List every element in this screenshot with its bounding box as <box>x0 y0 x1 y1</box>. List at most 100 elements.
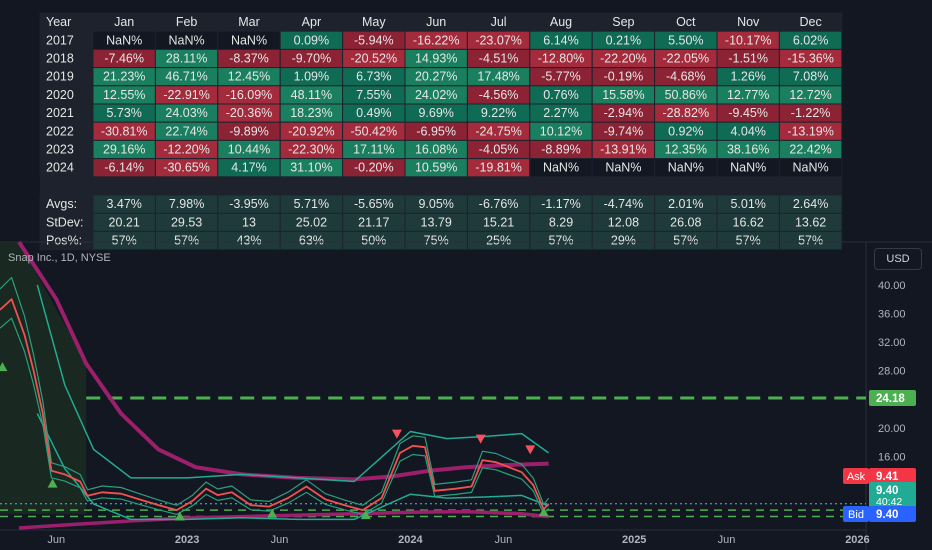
table-cell-text: 2018 <box>46 52 74 66</box>
table-cell-text: -8.89% <box>541 143 581 157</box>
price-tag-value: 24.18 <box>876 393 905 405</box>
upper-channel <box>36 284 550 483</box>
price-tag-value: 9.40 <box>876 509 898 521</box>
table-cell-text: 4.04% <box>730 124 765 138</box>
table-cell-text: 57% <box>174 234 199 248</box>
table-cell-text: -12.20% <box>163 143 210 157</box>
table-cell-text: 17.11% <box>353 143 394 157</box>
time-tick: Jun <box>271 534 289 546</box>
table-cell-text: -22.05% <box>663 52 710 66</box>
table-cell-text: 16.62 <box>733 215 764 229</box>
table-cell-text: -19.81% <box>475 161 522 175</box>
table-cell-text: 5.50% <box>668 33 703 47</box>
table-cell-text: 22.74% <box>165 124 207 138</box>
table-cell-text: -4.05% <box>479 143 519 157</box>
table-cell-text: -13.91% <box>600 143 647 157</box>
price-tick: 16.00 <box>878 452 906 464</box>
table-cell-text: 2019 <box>46 70 74 84</box>
table-cell-text: 20.27% <box>415 70 457 84</box>
table-cell-text: 57% <box>548 234 573 248</box>
purple-upper-band <box>17 240 549 482</box>
table-cell-text: 0.21% <box>606 33 641 47</box>
table-cell-text: -5.65% <box>354 197 394 211</box>
table-cell-text: -9.89% <box>229 124 269 138</box>
symbol-title: Snap Inc., 1D, NYSE <box>8 252 111 264</box>
table-cell-text: -13.19% <box>787 124 834 138</box>
buy-marker <box>174 511 185 521</box>
table-cell <box>778 158 843 178</box>
table-cell-text: 15.58% <box>602 88 644 102</box>
buy-marker <box>538 507 549 517</box>
table-cell-text: 1.26% <box>730 70 765 84</box>
table-cell-text: 14.93% <box>415 52 457 66</box>
table-cell-text: 6.02% <box>793 33 828 47</box>
price-tag-bg <box>869 468 916 484</box>
currency-button[interactable]: USD <box>874 248 922 270</box>
table-cell-text: 0.49% <box>356 106 391 120</box>
table-header: May <box>362 15 386 29</box>
table-cell-text: 7.55% <box>356 88 391 102</box>
table-header: Sep <box>612 15 634 29</box>
table-cell <box>778 230 843 251</box>
table-cell-text: -2.94% <box>604 106 644 120</box>
table-cell-text: 48.11% <box>291 88 332 102</box>
table-cell-text: 50.86% <box>665 88 707 102</box>
table-cell-text: 12.35% <box>665 143 707 157</box>
time-tick: 2024 <box>398 534 423 546</box>
table-cell-text: 0.76% <box>543 88 578 102</box>
table-cell-text: 7.98% <box>169 197 204 211</box>
table-cell-text: -30.81% <box>101 124 148 138</box>
time-tick: Jun <box>47 534 65 546</box>
table-cell-text: -6.95% <box>416 124 456 138</box>
time-tick: Jun <box>718 534 736 546</box>
table-cell-text: 21.23% <box>103 70 145 84</box>
table-header: Dec <box>799 15 821 29</box>
table-cell-text: 24.03% <box>165 106 207 120</box>
lower-channel <box>36 413 549 521</box>
mid-channel <box>0 276 550 506</box>
table-cell-text: -4.74% <box>604 197 644 211</box>
signal-line <box>0 317 550 516</box>
table-cell-text: NaN% <box>730 161 766 175</box>
table-cell-text: -22.91% <box>163 88 210 102</box>
table-cell-text: 12.08 <box>608 215 639 229</box>
purple-lower-band <box>18 509 549 530</box>
table-cell-text: -7.46% <box>104 52 144 66</box>
table-cell-text: 13.62 <box>795 215 826 229</box>
price-tag-label: Bid <box>848 509 864 521</box>
chart-grid <box>0 241 932 550</box>
table-cell-text: 29% <box>611 234 636 248</box>
table-cell-text: 29.16% <box>103 143 145 157</box>
buy-marker <box>0 362 8 372</box>
price-tag-countdown: 40:42 <box>876 496 902 508</box>
table-cell-text: 2020 <box>46 88 74 102</box>
table-cell-text: 12.45% <box>228 70 270 84</box>
table-cell-text: -1.22% <box>791 106 831 120</box>
table-cell-text: 10.59% <box>415 161 457 175</box>
table-header: Mar <box>238 15 260 29</box>
table-cell-text: Pos%: <box>46 234 82 248</box>
table-cell-text: 6.73% <box>356 70 391 84</box>
table-cell-text: 1.09% <box>294 70 329 84</box>
table-cell-text: NaN% <box>231 33 267 47</box>
table-cell-text: -1.17% <box>541 197 581 211</box>
table-cell-text: 50% <box>361 234 386 248</box>
table-cell-text: 4.17% <box>231 161 266 175</box>
table-cell-text: -22.30% <box>288 143 335 157</box>
price-line <box>0 298 550 512</box>
table-cell-text: 38.16% <box>727 143 769 157</box>
price-tag-value: 9.41 <box>876 471 899 483</box>
table-header: Jul <box>491 15 507 29</box>
table-cell-text: 2021 <box>46 106 74 120</box>
table-cell-text: NaN% <box>543 161 579 175</box>
price-axis: 40.0036.0032.0028.0024.0020.0016.0012.00… <box>843 280 916 522</box>
table-cell-text: -20.92% <box>288 124 335 138</box>
price-tag-label-bg <box>843 468 869 484</box>
table-cell-text: 57% <box>798 234 823 248</box>
table-cell-text: -4.51% <box>479 52 519 66</box>
price-tick: 32.00 <box>878 337 906 349</box>
table-cell-text: -12.80% <box>538 52 585 66</box>
price-tick: 36.00 <box>878 309 906 321</box>
table-cell-text: NaN% <box>793 161 829 175</box>
table-header: Jun <box>426 15 446 29</box>
